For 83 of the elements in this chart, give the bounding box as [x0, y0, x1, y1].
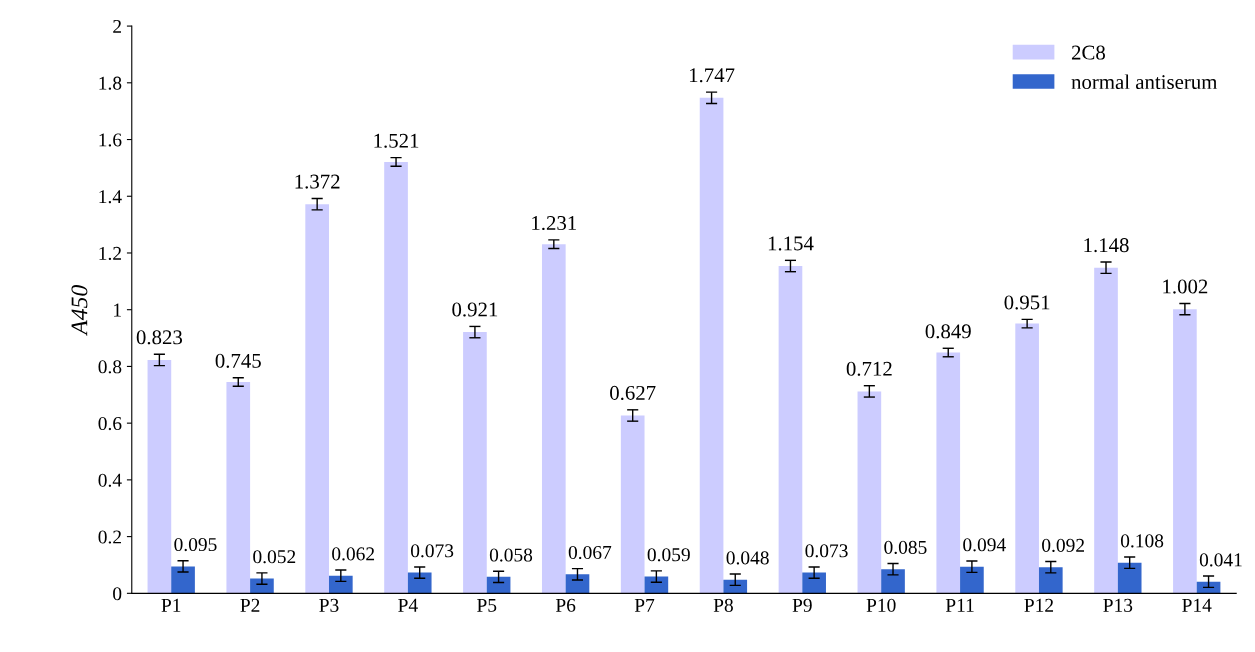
bar — [1094, 267, 1118, 594]
bar — [541, 244, 566, 594]
data-label: 0.849 — [925, 324, 971, 339]
data-label: 0.092 — [1042, 538, 1084, 553]
y-tick-label: 0.2 — [98, 530, 121, 544]
data-label: 0.067 — [568, 545, 612, 560]
bar — [328, 575, 353, 594]
data-label: 0.951 — [1004, 295, 1050, 310]
data-label: 0.095 — [174, 537, 217, 552]
y-tick-label: 0.6 — [98, 416, 122, 431]
data-label: 1.148 — [1084, 238, 1129, 253]
data-label: 0.094 — [963, 538, 1006, 552]
x-tick-label: P3 — [319, 598, 339, 612]
bar — [1015, 323, 1039, 594]
y-tick-label: 2 — [113, 19, 121, 33]
x-tick-label: P13 — [1103, 598, 1133, 612]
data-label: 1.231 — [532, 216, 576, 231]
data-label: 1.747 — [689, 68, 735, 83]
bar — [881, 569, 905, 594]
data-label: 0.627 — [610, 385, 656, 400]
bar — [960, 566, 984, 594]
bar — [147, 359, 172, 594]
data-label: 0.712 — [846, 361, 892, 376]
bar — [802, 572, 826, 594]
bar — [723, 579, 748, 594]
bar — [1038, 567, 1063, 594]
y-tick-label: 1.2 — [99, 246, 121, 260]
x-tick-label: P10 — [866, 598, 896, 612]
x-tick-label: P9 — [792, 598, 812, 612]
bar — [565, 574, 590, 594]
x-tick-label: P11 — [945, 598, 974, 612]
bar — [226, 382, 251, 594]
data-label: 0.073 — [410, 544, 454, 558]
x-tick-label: P4 — [398, 598, 418, 612]
y-axis-title: A450 — [71, 285, 88, 336]
bar — [1117, 562, 1142, 594]
data-label: 0.108 — [1120, 534, 1164, 548]
data-label: 1.002 — [1163, 279, 1208, 294]
y-tick-label: 1.6 — [99, 133, 122, 147]
bar — [857, 391, 882, 594]
bar — [644, 576, 669, 594]
x-tick-label: P2 — [240, 598, 260, 612]
bar — [699, 97, 724, 594]
x-tick-label: P8 — [713, 598, 733, 612]
data-label: 0.048 — [726, 551, 769, 565]
x-tick-label: P14 — [1182, 598, 1212, 612]
y-tick-label: 1.8 — [99, 76, 122, 90]
data-label: 0.052 — [253, 550, 296, 564]
bar — [936, 352, 961, 594]
bar — [1173, 309, 1197, 594]
data-label: 0.745 — [215, 353, 261, 368]
data-label: 0.073 — [805, 544, 848, 558]
legend-label: 2C8 — [1071, 45, 1105, 60]
data-label: 0.921 — [452, 302, 498, 317]
data-label: 1.154 — [768, 236, 814, 251]
bar — [463, 332, 487, 594]
x-tick-label: P12 — [1024, 598, 1054, 612]
bar — [486, 576, 511, 594]
y-tick-label: 0.8 — [98, 360, 122, 374]
bar — [250, 578, 274, 594]
bar — [407, 572, 432, 594]
bar — [778, 266, 803, 594]
data-label: 0.062 — [332, 547, 375, 561]
x-tick-label: P7 — [634, 598, 655, 612]
bar — [171, 566, 195, 594]
bar — [384, 161, 408, 594]
data-label: 0.085 — [884, 540, 927, 554]
data-label: 0.823 — [136, 330, 183, 345]
data-label: 1.372 — [295, 174, 340, 189]
y-tick-label: 1.4 — [99, 190, 122, 204]
y-tick-label: 0 — [113, 587, 122, 601]
data-label: 0.041 — [1199, 553, 1242, 567]
y-tick-label: 1 — [114, 303, 121, 317]
bar — [305, 204, 329, 594]
data-label: 0.058 — [489, 548, 533, 562]
x-tick-label: P1 — [161, 598, 181, 612]
y-tick-label: 0.4 — [98, 473, 122, 487]
legend-label: normal antiserum — [1071, 74, 1218, 90]
x-tick-label: P6 — [555, 598, 576, 612]
bar — [620, 415, 645, 594]
data-label: 0.059 — [647, 548, 690, 562]
x-tick-label: P5 — [477, 598, 497, 612]
data-label: 1.521 — [374, 133, 419, 148]
